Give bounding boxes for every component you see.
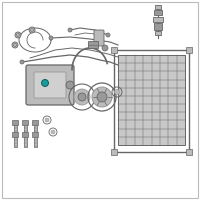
Circle shape	[45, 118, 49, 122]
FancyBboxPatch shape	[34, 72, 66, 98]
Bar	[34, 125, 36, 135]
Circle shape	[106, 33, 110, 37]
Bar	[12, 132, 18, 137]
Circle shape	[114, 90, 120, 95]
Bar	[32, 132, 38, 137]
Circle shape	[68, 28, 72, 32]
Bar	[24, 137, 26, 147]
Bar	[154, 23, 162, 30]
Bar	[88, 41, 98, 48]
Bar	[111, 47, 117, 53]
Circle shape	[92, 87, 112, 107]
Bar	[155, 5, 161, 9]
Circle shape	[74, 89, 90, 105]
Bar	[12, 120, 18, 125]
Circle shape	[102, 45, 108, 51]
Bar	[24, 125, 26, 135]
Bar	[22, 120, 28, 125]
Bar	[14, 137, 16, 147]
Bar	[186, 149, 192, 155]
Circle shape	[12, 42, 18, 48]
Bar	[14, 125, 16, 135]
FancyBboxPatch shape	[94, 30, 104, 46]
FancyBboxPatch shape	[26, 65, 74, 105]
Circle shape	[29, 27, 35, 33]
Circle shape	[66, 81, 74, 89]
Circle shape	[97, 92, 107, 102]
Bar	[111, 149, 117, 155]
Bar	[153, 17, 163, 22]
Bar	[118, 55, 185, 145]
Bar	[22, 132, 28, 137]
Bar	[186, 47, 192, 53]
Circle shape	[78, 93, 86, 101]
Circle shape	[51, 130, 55, 134]
Bar	[32, 120, 38, 125]
Circle shape	[15, 32, 21, 38]
Bar	[154, 10, 162, 15]
Circle shape	[49, 36, 53, 40]
Bar	[34, 137, 36, 147]
Bar	[155, 31, 161, 35]
Circle shape	[20, 60, 24, 64]
Circle shape	[42, 79, 48, 86]
